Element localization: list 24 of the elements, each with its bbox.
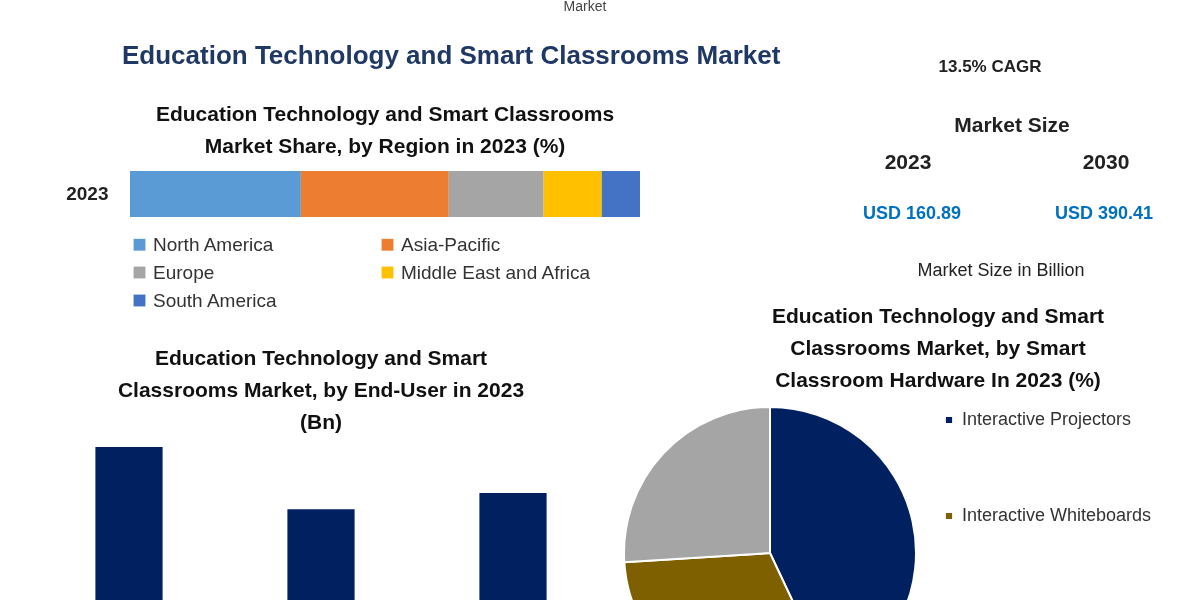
legend-label: Middle East and Africa xyxy=(401,261,591,283)
legend-label: Europe xyxy=(153,261,215,283)
bar xyxy=(448,171,544,217)
chart-title: Education Technology and Smart Classrooms Market, by Smart Classroom Hardware In 2023 (%) xyxy=(771,304,1105,391)
bar xyxy=(543,171,602,217)
legend-label: South America xyxy=(153,289,277,311)
bar xyxy=(300,171,449,217)
bar xyxy=(130,171,301,217)
text: 13.5% CAGR xyxy=(938,57,1042,77)
text: 2030 xyxy=(1082,150,1130,174)
chart-title: Education Technology and Smart Classrooms Market Share, by Region in 2023 (%) xyxy=(155,102,615,157)
text: Market xyxy=(563,0,607,14)
legend-label: Interactive Projectors xyxy=(962,409,1132,429)
text: USD 390.41 xyxy=(1054,203,1154,224)
text: 2023 xyxy=(884,150,932,174)
text: Market Size in Billion xyxy=(917,260,1085,281)
chart-title: Education Technology and Smart Classrooms Market, by End-User in 2023 (Bn) xyxy=(117,346,525,433)
legend-label: Asia-Pacific xyxy=(401,233,501,255)
text: Market Size xyxy=(954,113,1070,137)
legend-label: North America xyxy=(153,233,274,255)
text: USD 160.89 xyxy=(862,203,962,224)
legend-label: Interactive Whiteboards xyxy=(962,505,1152,525)
bar xyxy=(601,171,640,217)
text: Education Technology and Smart Classrooms Market xyxy=(122,40,781,71)
